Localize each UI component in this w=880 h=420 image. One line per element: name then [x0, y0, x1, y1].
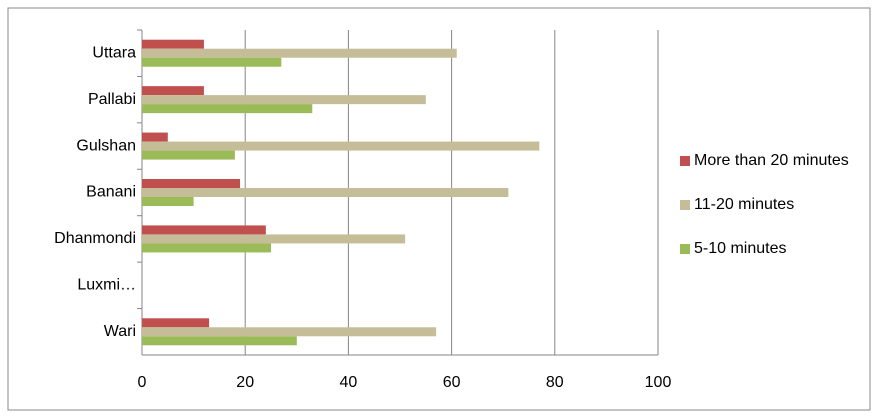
legend-entry: 5-10 minutes — [680, 238, 850, 260]
bar — [142, 57, 282, 67]
y-tick-label: Wari — [104, 323, 136, 340]
bar — [142, 39, 204, 49]
bar — [142, 327, 437, 337]
bar — [142, 48, 457, 58]
bar — [142, 197, 194, 206]
bar — [142, 179, 241, 188]
bar — [142, 225, 266, 235]
y-tick-label: Dhanmondi — [54, 230, 136, 247]
legend-swatch — [680, 244, 690, 254]
bar — [142, 86, 204, 96]
legend-swatch — [680, 200, 690, 210]
x-tick-label: 100 — [645, 374, 672, 391]
x-tick-label: 60 — [443, 374, 461, 391]
bar — [142, 141, 540, 151]
bar — [142, 132, 168, 142]
x-tick-label: 40 — [340, 374, 358, 391]
legend-label: 5-10 minutes — [694, 240, 787, 257]
legend-entry: 11-20 minutes — [680, 194, 850, 216]
legend: More than 20 minutes 11-20 minutes 5-10 mi… — [680, 150, 850, 282]
x-tick-label: 20 — [236, 374, 254, 391]
x-tick-label: 80 — [546, 374, 564, 391]
legend-label: More than 20 minutes — [694, 152, 849, 169]
y-tick-label: Pallabi — [88, 91, 136, 108]
bar — [142, 104, 313, 114]
y-tick-label: Luxmi… — [77, 277, 136, 294]
bar — [142, 234, 406, 244]
x-tick-label: 0 — [138, 374, 147, 391]
y-tick-label: Uttara — [92, 44, 136, 61]
y-tick-label: Banani — [86, 184, 136, 201]
legend-entry: More than 20 minutes — [680, 150, 850, 172]
legend-swatch — [680, 156, 690, 166]
legend-label: 11-20 minutes — [694, 196, 795, 213]
y-tick-label: Gulshan — [76, 137, 136, 154]
bar — [142, 336, 297, 346]
bar — [142, 318, 210, 328]
bar — [142, 243, 271, 253]
bar — [142, 95, 426, 105]
bar — [142, 150, 235, 160]
bar — [142, 188, 509, 197]
